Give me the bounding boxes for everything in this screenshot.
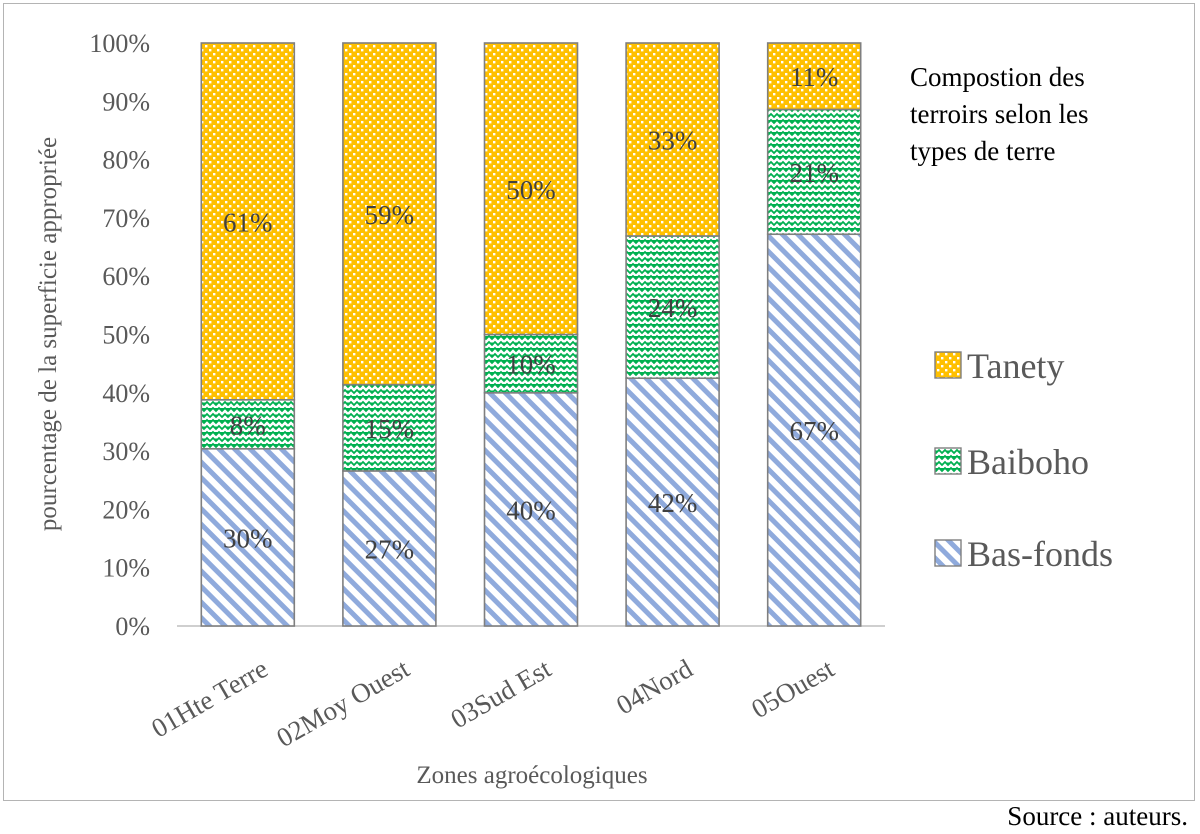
chart-frame: [3, 3, 1195, 801]
chart-annotation: Compostion des terroirs selon les types de…: [910, 62, 1088, 166]
annotation-line: types de terre: [910, 136, 1055, 166]
data-label: 8%: [230, 410, 266, 440]
x-axis-title: Zones agroécologiques: [416, 762, 647, 789]
legend-swatch-bas-fonds: [934, 539, 962, 567]
data-label: 59%: [365, 200, 415, 230]
bar-segment-tanety: [483, 42, 579, 336]
bars-group: [200, 42, 862, 627]
x-tick-label: 04Nord: [611, 653, 698, 720]
data-label: 11%: [790, 62, 839, 92]
legend-label: Tanety: [967, 346, 1064, 386]
bar-segment-bas-fonds: [766, 233, 862, 627]
y-tick-label: 90%: [102, 87, 150, 116]
legend-swatch-baiboho: [934, 447, 962, 475]
y-tick-label: 30%: [102, 437, 150, 466]
data-label: 21%: [789, 158, 839, 188]
annotation-line: Compostion des: [910, 62, 1085, 92]
y-axis-ticks: 0% 10% 20% 30% 40% 50% 60% 70% 80% 90% 100%: [89, 29, 150, 641]
x-tick-label: 03Sud Est: [445, 653, 556, 734]
data-label: 30%: [223, 523, 273, 553]
data-label: 42%: [648, 488, 698, 518]
bar-segment-baiboho: [625, 235, 720, 380]
y-tick-label: 50%: [102, 321, 150, 350]
data-label: 67%: [789, 416, 839, 446]
bar-segment-bas-fonds: [625, 377, 720, 627]
data-label: 15%: [365, 414, 415, 444]
y-tick-label: 10%: [102, 554, 150, 583]
legend: Tanety Baiboho Bas-fonds: [934, 346, 1113, 574]
bar-segment-tanety: [766, 42, 862, 111]
y-axis-title: pourcentage de la superficie appropriée: [35, 137, 62, 531]
bar-segment-bas-fonds: [342, 470, 437, 627]
y-tick-label: 40%: [102, 379, 150, 408]
bar-segment-bas-fonds: [200, 447, 296, 627]
data-label: 27%: [365, 534, 415, 564]
data-label: 61%: [223, 207, 273, 237]
data-label: 24%: [648, 293, 698, 323]
legend-label: Bas-fonds: [967, 534, 1113, 574]
bar-segment-tanety: [200, 42, 296, 401]
x-tick-label: 02Moy Ouest: [271, 653, 414, 753]
legend-swatch-tanety: [934, 351, 962, 379]
x-tick-label: 05Ouest: [746, 653, 839, 724]
bar-segment-baiboho: [342, 383, 437, 472]
y-tick-label: 0%: [115, 612, 150, 641]
annotation-line: terroirs selon les: [910, 99, 1088, 129]
bar-segment-baiboho: [766, 108, 862, 236]
bar-segment-baiboho: [200, 398, 296, 450]
y-tick-label: 80%: [102, 146, 150, 175]
bar-segment-tanety: [625, 42, 720, 237]
y-tick-label: 20%: [102, 495, 150, 524]
y-tick-label: 70%: [102, 204, 150, 233]
data-label: 50%: [506, 175, 556, 205]
y-tick-label: 60%: [102, 262, 150, 291]
bar-segment-bas-fonds: [483, 391, 579, 627]
bar-segment-tanety: [342, 42, 437, 386]
legend-label: Baiboho: [967, 442, 1089, 482]
source-note: Source : auteurs.: [1007, 801, 1188, 831]
y-tick-label: 100%: [89, 29, 150, 58]
data-label: 40%: [506, 495, 556, 525]
x-tick-label: 01Hte Terre: [146, 653, 273, 743]
data-label: 33%: [648, 125, 698, 155]
data-labels-group: 30% 8% 61% 27% 15% 59% 40% 10% 50% 42% 24% 33% 67% 21…: [223, 62, 839, 564]
data-label: 10%: [506, 350, 556, 380]
